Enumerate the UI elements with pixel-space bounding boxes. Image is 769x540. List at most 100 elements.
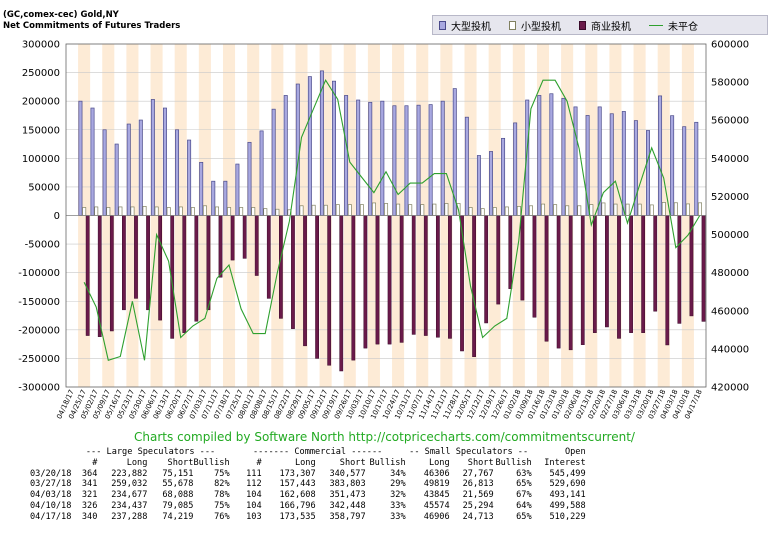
small-spec-bar xyxy=(251,207,256,216)
legend-item-small: 小型投机 xyxy=(509,18,561,33)
large-spec-bar xyxy=(356,99,361,216)
right-axis-tick: 440000 xyxy=(711,344,749,355)
table-header-cell: Long xyxy=(126,457,148,468)
commercial-bar xyxy=(423,215,428,336)
left-axis-tick: 0 xyxy=(54,211,60,222)
left-axis-tick: 100000 xyxy=(22,154,60,165)
left-axis-tick: -300000 xyxy=(18,383,60,394)
small-spec-bar xyxy=(649,204,654,216)
table-header-cell: # xyxy=(92,457,98,468)
small-spec-bar xyxy=(577,205,582,216)
commercial-bar xyxy=(641,215,646,333)
commercial-bar xyxy=(411,215,416,335)
small-spec-bar xyxy=(154,206,159,216)
left-axis-tick: 150000 xyxy=(22,125,60,136)
commercial-bar xyxy=(653,215,658,312)
commercial-bar xyxy=(556,215,561,349)
table-cell: 21,569 xyxy=(462,490,494,501)
commercial-bar xyxy=(448,215,452,339)
left-axis-tick: -200000 xyxy=(18,325,60,336)
legend-label-open-interest: 未平仓 xyxy=(668,21,698,33)
small-spec-bar xyxy=(130,206,135,216)
commercial-bar xyxy=(134,215,138,299)
table-header-cell: # xyxy=(256,457,262,468)
large-spec-bar xyxy=(609,113,614,216)
left-axis-tick: 300000 xyxy=(22,40,60,51)
table-cell: 03/20/18 xyxy=(30,468,72,479)
credit-line: Charts compiled by Software North http:/… xyxy=(134,430,635,444)
commercial-bar xyxy=(629,215,633,333)
cot-chart: 300000250000200000150000100000500000-500… xyxy=(18,40,749,421)
chart-subtitle: Net Commitments of Futures Traders xyxy=(3,21,181,31)
table-cell: 75% xyxy=(214,468,230,479)
table-cell: 545,499 xyxy=(549,468,586,479)
table-header-cell: Short xyxy=(167,457,194,468)
table-cell: 46306 xyxy=(423,468,450,479)
small-spec-bar xyxy=(311,204,316,216)
large-spec-bar xyxy=(283,95,288,216)
small-spec-bar xyxy=(504,206,509,216)
table-cell: 364 xyxy=(81,468,98,479)
small-spec-swatch-icon xyxy=(509,20,516,30)
commercial-bar xyxy=(254,215,259,276)
small-spec-bar xyxy=(335,204,340,216)
small-spec-bar xyxy=(275,208,280,216)
table-row: 04/17/18 340 237,288 74,219 76% 103 173,535 358… xyxy=(30,512,586,523)
table-header-cell: Long xyxy=(294,457,316,468)
small-spec-bar xyxy=(673,202,678,216)
large-spec-bar xyxy=(476,155,481,216)
table-cell: 326 xyxy=(81,500,98,511)
table-cell: 75,151 xyxy=(162,468,194,479)
commercial-bar xyxy=(230,215,235,261)
large-spec-bar xyxy=(440,100,445,216)
small-spec-bar xyxy=(142,206,147,216)
table-cell: 43845 xyxy=(423,490,450,501)
right-axis-tick: 540000 xyxy=(711,154,749,165)
small-spec-bar xyxy=(408,204,413,216)
small-spec-bar xyxy=(601,202,606,216)
large-spec-bar xyxy=(464,116,469,216)
large-spec-bar xyxy=(235,163,240,216)
table-cell: 74,219 xyxy=(162,511,194,522)
commercial-bar xyxy=(279,215,283,319)
small-spec-bar xyxy=(420,204,425,216)
large-spec-bar xyxy=(114,143,119,216)
commercial-bar xyxy=(266,215,271,299)
large-spec-bar xyxy=(199,161,204,216)
large-spec-bar xyxy=(658,95,663,216)
commercial-bar xyxy=(85,215,90,336)
table-cell: 63% xyxy=(516,468,532,479)
large-spec-bar xyxy=(187,139,192,216)
small-spec-bar xyxy=(82,207,87,216)
small-spec-bar xyxy=(468,207,473,216)
small-spec-bar xyxy=(178,206,183,216)
large-spec-bar xyxy=(344,95,349,216)
commercial-bar xyxy=(605,215,609,328)
table-cell: 499,588 xyxy=(549,500,586,511)
table-row: 04/10/18 326 234,437 79,085 75% 104 166,796 342… xyxy=(30,501,586,512)
large-spec-bar xyxy=(428,104,433,216)
left-axis-tick: 50000 xyxy=(28,182,60,193)
large-spec-bar xyxy=(489,151,493,216)
large-spec-bar xyxy=(295,83,300,216)
table-header-row: # Long Short Bullish # Long Short Bullish Long Sh… xyxy=(30,457,585,469)
small-spec-bar xyxy=(661,201,666,216)
table-cell: 237,288 xyxy=(111,511,148,522)
large-spec-bar xyxy=(561,97,566,216)
table-cell: 173,535 xyxy=(279,511,316,522)
small-spec-bar xyxy=(685,203,690,216)
large-spec-bar xyxy=(416,104,421,216)
commercial-bar xyxy=(194,215,199,322)
large-spec-bar xyxy=(392,105,397,216)
large-spec-bar xyxy=(223,180,228,216)
table-cell: 340,577 xyxy=(329,468,366,479)
table-cell: 45574 xyxy=(423,500,450,511)
small-spec-bar xyxy=(516,206,521,216)
table-cell: 341 xyxy=(81,479,98,490)
commercial-bar xyxy=(206,215,211,311)
commercial-bar xyxy=(520,215,525,301)
large-spec-bar xyxy=(501,137,506,216)
small-spec-bar xyxy=(432,203,437,216)
large-spec-bar xyxy=(211,180,216,216)
small-spec-bar xyxy=(444,203,449,216)
